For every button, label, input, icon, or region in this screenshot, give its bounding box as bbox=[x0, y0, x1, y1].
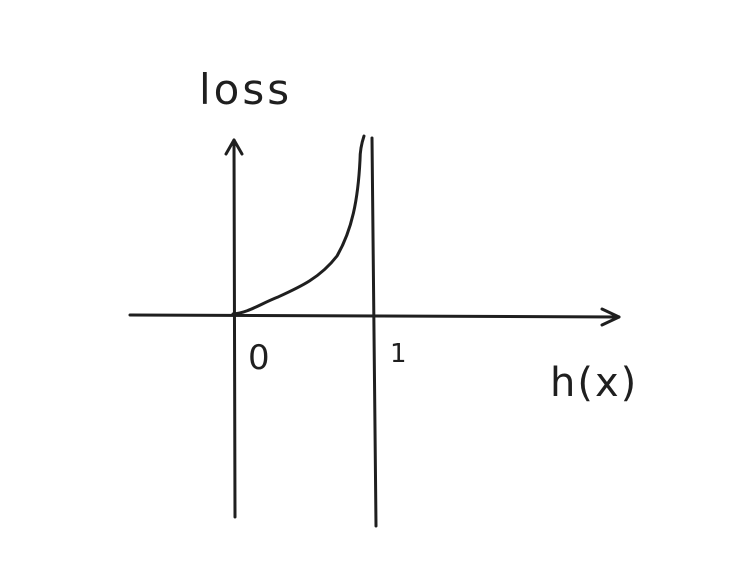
one-tick-label: 1 bbox=[390, 339, 407, 369]
y-axis-arrowhead bbox=[224, 138, 244, 156]
y-axis-label: loss bbox=[199, 65, 292, 114]
x-axis-arrowhead bbox=[600, 307, 621, 327]
y-axis bbox=[224, 138, 244, 519]
origin-tick-label: 0 bbox=[248, 338, 270, 378]
loss-curve bbox=[231, 134, 366, 316]
x-axis-label: h(x) bbox=[550, 360, 638, 406]
asymptote-line bbox=[370, 136, 378, 528]
